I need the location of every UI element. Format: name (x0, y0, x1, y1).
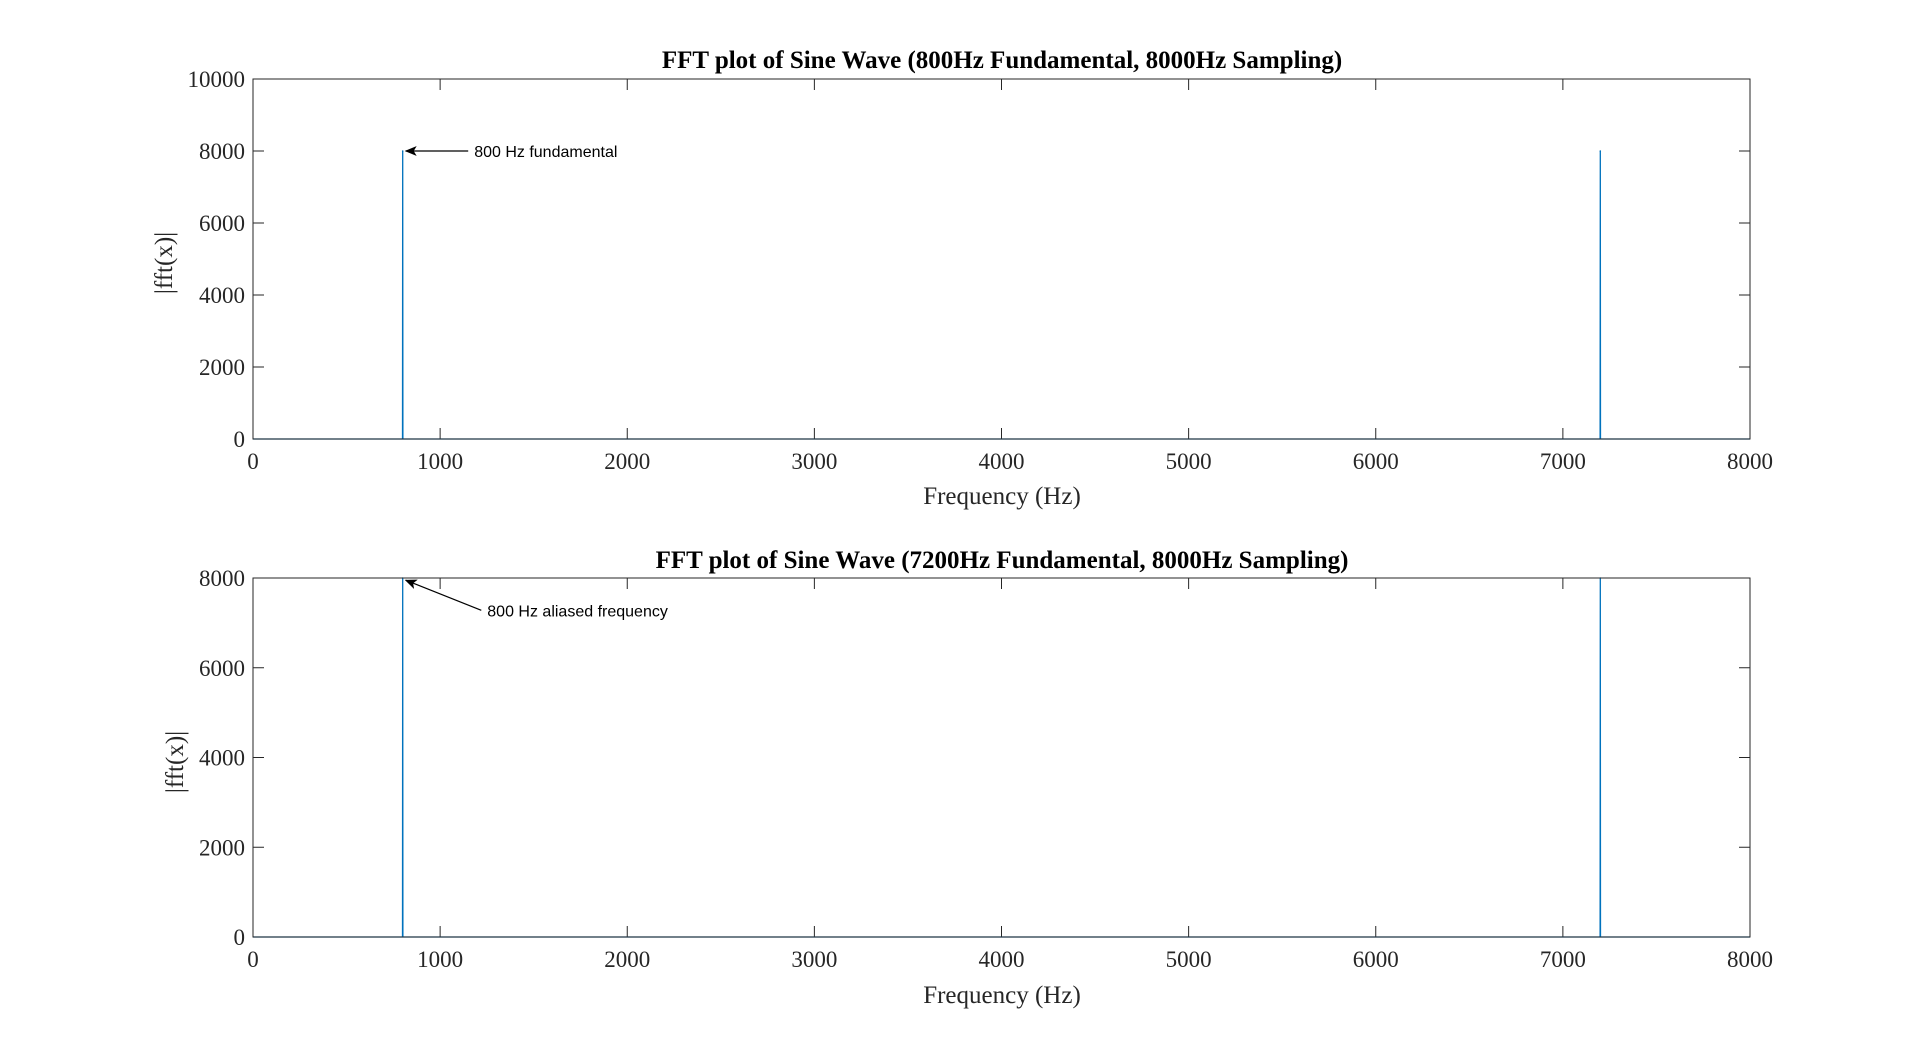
x-tick-label: 1000 (417, 449, 463, 474)
x-tick-label: 0 (247, 947, 259, 972)
x-tick-label: 4000 (979, 947, 1025, 972)
fft-peak-point (401, 150, 404, 152)
x-axis-label: Frequency (Hz) (923, 483, 1081, 510)
ticks-group: 0 1000 2000 3000 4000 5000 6000 7000 8000 0 2000 40… (188, 67, 1774, 474)
subplot-1: FFT plot of Sine Wave (800Hz Fundamental… (151, 47, 1773, 510)
y-tick-label: 10000 (188, 67, 246, 92)
annotation-group: 800 Hz fundamental (404, 144, 617, 161)
axes-box (252, 78, 1751, 440)
y-tick-label: 8000 (199, 566, 245, 591)
y-tick-label: 6000 (199, 211, 245, 236)
y-axis-label: |fft(x)| (151, 232, 178, 294)
x-tick-label: 4000 (979, 449, 1025, 474)
subplot-2: FFT plot of Sine Wave (7200Hz Fundamenta… (162, 547, 1773, 1009)
x-tick-label: 1000 (417, 947, 463, 972)
y-tick-label: 2000 (199, 835, 245, 860)
y-tick-label: 0 (234, 427, 246, 452)
annotation-text: 800 Hz aliased frequency (487, 603, 668, 620)
x-tick-label: 6000 (1353, 947, 1399, 972)
x-tick-label: 3000 (791, 449, 837, 474)
x-tick-label: 8000 (1727, 449, 1773, 474)
annotation-arrow (404, 579, 482, 611)
x-tick-label: 8000 (1727, 947, 1773, 972)
x-tick-label: 7000 (1540, 947, 1586, 972)
fft-peak-point (1599, 150, 1602, 152)
chart-title: FFT plot of Sine Wave (7200Hz Fundamenta… (656, 547, 1349, 574)
x-tick-label: 2000 (604, 449, 650, 474)
x-tick-label: 0 (247, 449, 259, 474)
y-tick-label: 6000 (199, 656, 245, 681)
y-tick-label: 8000 (199, 139, 245, 164)
series-group (253, 150, 1750, 440)
x-tick-label: 7000 (1540, 449, 1586, 474)
y-tick-label: 4000 (199, 746, 245, 771)
y-tick-label: 0 (234, 925, 246, 950)
fft-series-line (253, 577, 1750, 938)
y-axis-label: |fft(x)| (162, 731, 189, 793)
y-tick-label: 4000 (199, 283, 245, 308)
x-tick-label: 2000 (604, 947, 650, 972)
ticks-group: 0 1000 2000 3000 4000 5000 6000 7000 8000 0 2000 40… (199, 566, 1773, 972)
x-tick-label: 5000 (1166, 947, 1212, 972)
series-group (253, 577, 1750, 938)
x-tick-label: 3000 (791, 947, 837, 972)
annotation-text: 800 Hz fundamental (474, 144, 617, 161)
x-tick-label: 6000 (1353, 449, 1399, 474)
y-tick-label: 2000 (199, 355, 245, 380)
axes-box (252, 577, 1751, 938)
x-axis-label: Frequency (Hz) (923, 982, 1081, 1009)
x-tick-label: 5000 (1166, 449, 1212, 474)
chart-title: FFT plot of Sine Wave (800Hz Fundamental… (662, 47, 1342, 74)
fft-series-line (253, 150, 1750, 440)
annotation-group: 800 Hz aliased frequency (404, 579, 668, 620)
